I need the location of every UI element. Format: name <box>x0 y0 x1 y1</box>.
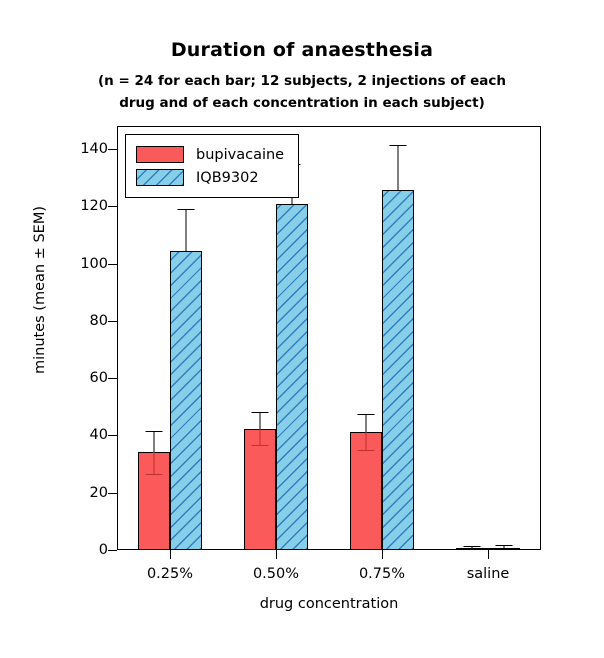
y-tick-label-120: 120 <box>80 198 108 215</box>
error-bar-stem <box>153 430 155 453</box>
x-tick-label-saline: saline <box>466 566 510 582</box>
y-tick-mark <box>108 435 117 437</box>
legend-label-iqb9302: IQB9302 <box>196 169 259 186</box>
error-bar-bupivacaine-025 <box>138 126 170 550</box>
legend-label-bupivacaine: bupivacaine <box>196 146 285 163</box>
error-bar-bupivacaine-saline <box>456 126 488 550</box>
hatch-pattern <box>383 191 413 549</box>
y-tick-mark <box>108 263 117 265</box>
error-bar-stem <box>185 208 187 251</box>
chart-title: Duration of anaesthesia <box>170 39 434 61</box>
bar-iqb9302-050 <box>276 203 308 550</box>
error-bar-cap <box>495 545 513 547</box>
error-bar-iqb9302-025 <box>170 126 202 550</box>
y-tick-mark <box>108 378 117 380</box>
y-tick-label-80: 80 <box>89 312 108 329</box>
error-bar-cap-lower <box>145 473 163 475</box>
legend-item-iqb9302: IQB9302 <box>136 166 284 189</box>
x-tick-mark <box>488 550 489 559</box>
y-axis-tick-marks <box>108 126 118 551</box>
x-tick-label-050: 0.50% <box>252 566 300 582</box>
y-tick-mark <box>108 492 117 494</box>
bar-iqb9302-025 <box>170 250 202 550</box>
y-tick-label-100: 100 <box>80 255 108 272</box>
y-tick-label-0: 0 <box>98 542 108 558</box>
error-bar-stem <box>397 144 399 191</box>
x-axis-tick-labels: 0.25% 0.50% 0.75% saline <box>117 566 541 588</box>
y-tick-mark <box>108 550 117 551</box>
error-bar-cap <box>389 144 407 146</box>
chart-subtitle-line-2: drug and of each concentration in each s… <box>119 95 485 111</box>
y-tick-mark <box>108 206 117 208</box>
error-bar-stem <box>503 545 505 549</box>
error-bar-iqb9302-075 <box>382 126 414 550</box>
y-axis-tick-labels: 0 20 40 60 80 100 120 140 <box>55 126 108 558</box>
bar-iqb9302-saline <box>488 548 520 550</box>
legend-swatch-bupivacaine <box>136 146 184 163</box>
plot-area <box>117 126 541 550</box>
error-bar-cap <box>145 430 163 432</box>
error-bar-stem-lower <box>153 452 155 474</box>
x-tick-mark <box>170 550 171 559</box>
y-tick-label-40: 40 <box>89 427 108 444</box>
title-block: Duration of anaesthesia (n = 24 for each… <box>0 38 604 114</box>
error-bar-iqb9302-saline <box>488 126 520 550</box>
x-tick-label-075: 0.75% <box>358 566 406 582</box>
error-bar-stem <box>259 412 261 429</box>
y-tick-mark <box>108 320 117 322</box>
x-axis-title: drug concentration <box>259 596 399 612</box>
x-axis-tick-marks <box>117 550 541 560</box>
y-tick-label-60: 60 <box>89 370 108 387</box>
chart-legend: bupivacaine IQB9302 <box>125 134 300 198</box>
error-bar-stem <box>471 545 473 549</box>
error-bar-cap <box>463 545 481 547</box>
y-tick-label-140: 140 <box>80 140 108 157</box>
error-bar-cap <box>251 412 269 414</box>
bar-bupivacaine-050 <box>244 428 276 550</box>
bar-iqb9302-075 <box>382 190 414 550</box>
hatch-pattern <box>277 204 307 549</box>
chart-subtitle-line-1: (n = 24 for each bar; 12 subjects, 2 inj… <box>97 73 507 89</box>
error-bar-stem <box>365 413 367 432</box>
legend-swatch-iqb9302 <box>136 169 184 186</box>
x-tick-mark <box>276 550 277 559</box>
y-tick-label-20: 20 <box>89 484 108 501</box>
hatch-pattern <box>137 170 183 185</box>
x-tick-label-025: 0.25% <box>146 566 194 582</box>
hatch-pattern <box>171 251 201 549</box>
error-bar-cap-lower <box>251 445 269 447</box>
x-tick-mark <box>382 550 383 559</box>
error-bar-bupivacaine-050 <box>244 126 276 550</box>
y-tick-mark <box>108 148 117 150</box>
error-bar-cap-lower <box>357 450 375 452</box>
y-axis-title: minutes (mean ± SEM) <box>32 206 48 374</box>
error-bar-bupivacaine-075 <box>350 126 382 550</box>
error-bar-cap <box>357 413 375 415</box>
legend-item-bupivacaine: bupivacaine <box>136 143 284 166</box>
bar-bupivacaine-075 <box>350 431 382 550</box>
error-bar-stem-lower <box>365 431 367 451</box>
error-bar-cap <box>177 208 195 210</box>
error-bar-stem-lower <box>259 428 261 446</box>
